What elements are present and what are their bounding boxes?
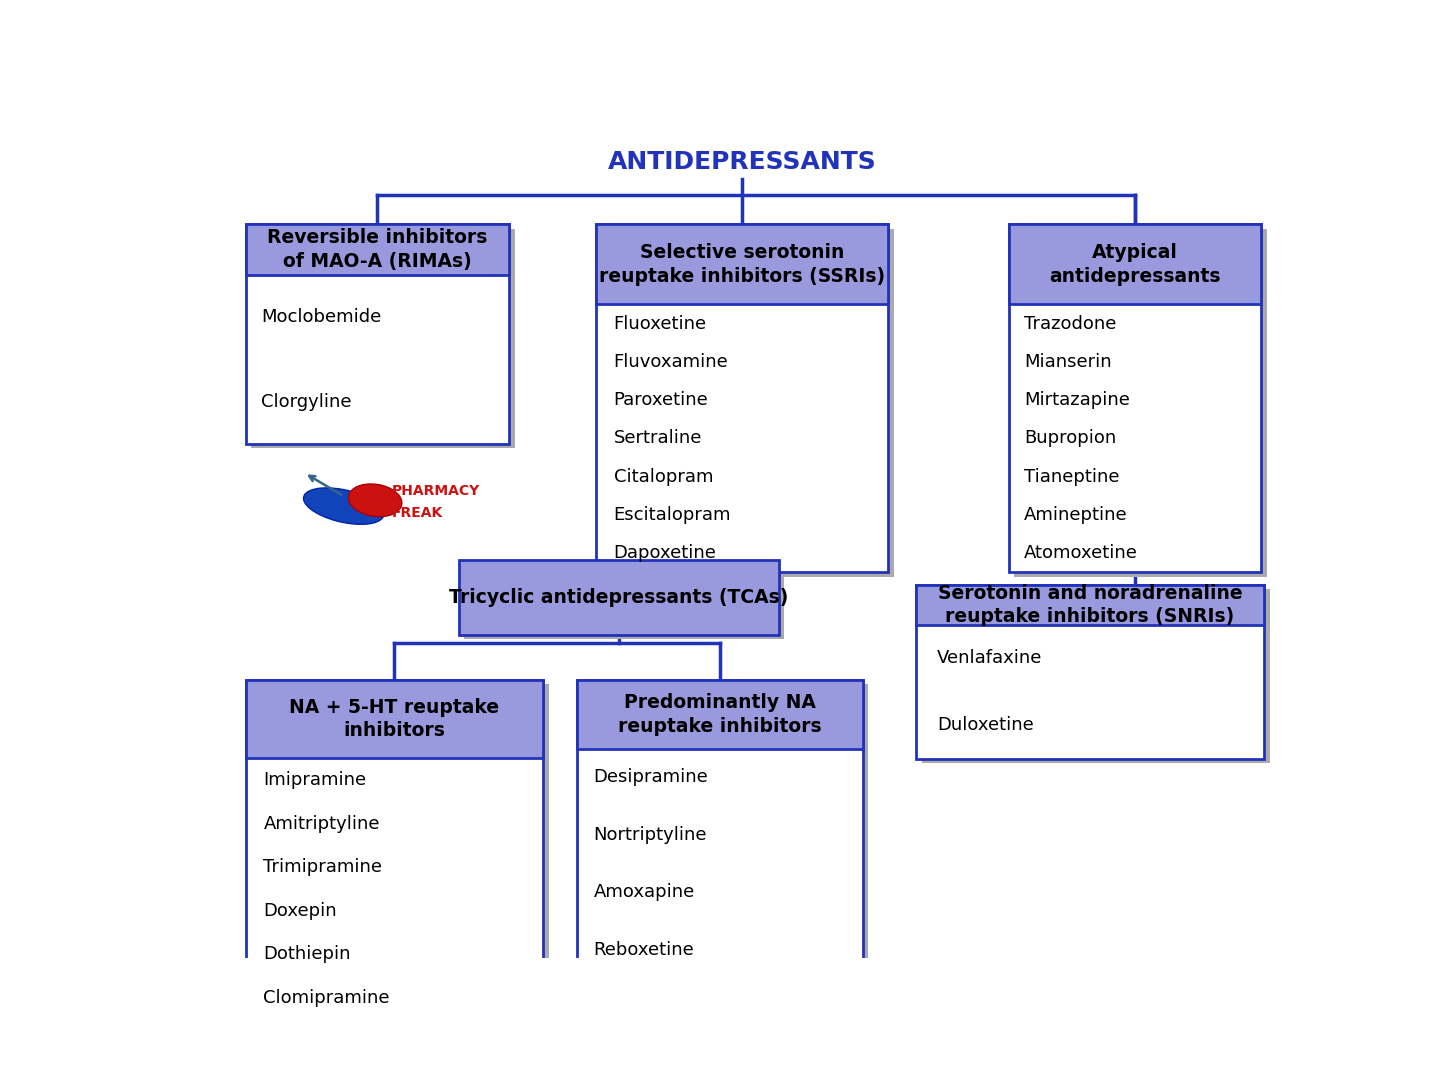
Text: Amoxapine: Amoxapine [594,883,695,902]
Text: Reboxetine: Reboxetine [594,940,695,959]
Text: Dapoxetine: Dapoxetine [614,544,717,563]
Text: Duloxetine: Duloxetine [937,717,1034,734]
FancyBboxPatch shape [1009,225,1261,572]
Text: Bupropion: Bupropion [1024,429,1116,448]
Text: Reversible inhibitors
of MAO-A (RIMAs): Reversible inhibitors of MAO-A (RIMAs) [268,228,488,271]
Text: Paroxetine: Paroxetine [614,392,708,409]
FancyBboxPatch shape [1009,225,1261,305]
Text: Clomipramine: Clomipramine [264,989,390,1007]
FancyBboxPatch shape [1014,228,1267,577]
Text: ANTIDEPRESSANTS: ANTIDEPRESSANTS [608,151,876,174]
FancyBboxPatch shape [921,589,1270,763]
Text: Clorgyline: Clorgyline [261,393,352,411]
Text: Atypical
antidepressants: Atypical antidepressants [1050,243,1221,285]
FancyBboxPatch shape [465,564,785,639]
Text: Moclobemide: Moclobemide [261,308,382,326]
FancyBboxPatch shape [597,225,888,305]
FancyBboxPatch shape [582,684,869,982]
Text: Imipramine: Imipramine [264,771,366,789]
Text: Mianserin: Mianserin [1024,353,1112,371]
Text: Doxepin: Doxepin [264,902,337,920]
FancyBboxPatch shape [597,225,888,572]
FancyBboxPatch shape [246,680,543,1020]
FancyBboxPatch shape [576,680,863,978]
Text: NA + 5-HT reuptake
inhibitors: NA + 5-HT reuptake inhibitors [290,698,500,740]
FancyBboxPatch shape [602,228,893,577]
FancyBboxPatch shape [251,684,549,1024]
Ellipse shape [349,484,403,516]
FancyBboxPatch shape [917,585,1264,625]
Text: Amitriptyline: Amitriptyline [264,815,379,833]
Text: PHARMACY: PHARMACY [392,484,481,498]
Text: Tianeptine: Tianeptine [1024,468,1119,485]
Text: Selective serotonin
reuptake inhibitors (SSRIs): Selective serotonin reuptake inhibitors … [599,243,885,285]
Text: Fluvoxamine: Fluvoxamine [614,353,728,371]
Text: FREAK: FREAK [392,506,443,520]
Text: Predominantly NA
reuptake inhibitors: Predominantly NA reuptake inhibitors [618,693,821,736]
Ellipse shape [304,487,384,524]
FancyBboxPatch shape [459,560,779,635]
Text: Trazodone: Trazodone [1024,314,1116,332]
Text: Serotonin and noradrenaline
reuptake inhibitors (SNRIs): Serotonin and noradrenaline reuptake inh… [938,583,1242,626]
Text: Venlafaxine: Venlafaxine [937,649,1043,667]
FancyBboxPatch shape [917,585,1264,759]
Text: Sertraline: Sertraline [614,429,702,448]
Text: Atomoxetine: Atomoxetine [1024,544,1138,563]
Text: Fluoxetine: Fluoxetine [614,314,707,332]
FancyBboxPatch shape [246,225,510,274]
Text: Nortriptyline: Nortriptyline [594,825,707,844]
FancyBboxPatch shape [246,225,510,444]
Text: Mirtazapine: Mirtazapine [1024,392,1129,409]
Text: Trimipramine: Trimipramine [264,859,382,876]
Text: Citalopram: Citalopram [614,468,714,485]
Text: Desipramine: Desipramine [594,768,708,787]
FancyBboxPatch shape [251,228,515,448]
Text: Escitalopram: Escitalopram [614,506,731,524]
Text: Tricyclic antidepressants (TCAs): Tricyclic antidepressants (TCAs) [449,587,788,607]
FancyBboxPatch shape [246,680,543,759]
Text: Amineptine: Amineptine [1024,506,1128,524]
FancyBboxPatch shape [576,680,863,749]
Text: Dothiepin: Dothiepin [264,946,350,963]
